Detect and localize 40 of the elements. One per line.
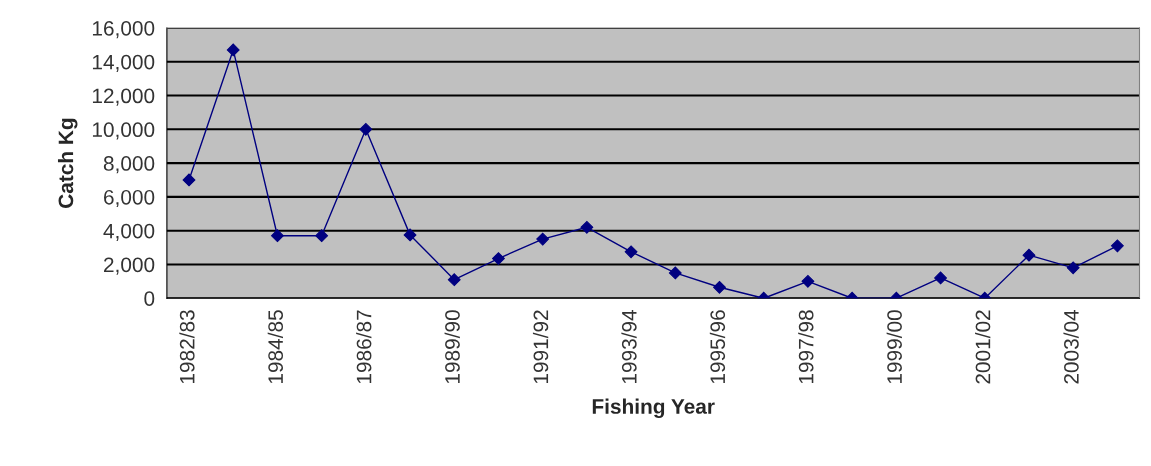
x-tick-label: 1991/92 [532,310,549,384]
point [1022,248,1036,262]
point [359,122,373,136]
x-tick-label: 1995/96 [709,310,726,384]
y-tick-label: 6,000 [104,189,155,208]
y-tick-label: 8,000 [103,156,155,174]
y-tick-label: 4,000 [103,223,155,241]
point [315,229,329,243]
point [536,232,550,246]
point [271,229,284,243]
point [934,271,947,285]
x-tick-label: 1997/98 [798,310,814,384]
point [447,273,461,287]
point [403,228,417,242]
point [668,266,682,280]
point [492,252,505,265]
x-tick-label: 2003/04 [1063,309,1079,384]
y-tick-label: 14,000 [92,54,155,72]
point [580,220,594,234]
y-tick-label: 16,000 [92,20,155,39]
x-tick-label: 1999/00 [886,310,902,384]
x-tick-label: 2001/02 [975,310,991,384]
point [1066,261,1080,275]
y-tick-label: 0 [144,291,155,306]
point [1110,239,1124,253]
y-axis-title: Catch Kg [57,118,78,208]
x-tick-label: 1989/90 [444,310,460,384]
y-tick-label: 10,000 [92,122,155,140]
x-tick-label: 1993/94 [621,309,637,384]
x-tick-label: 1986/87 [356,310,372,384]
point [624,245,638,259]
x-tick-label: 1982/83 [179,310,195,384]
point [713,280,726,294]
point [801,274,815,288]
y-tick-label: 12,000 [92,88,155,106]
point [182,173,196,187]
x-axis-title: Fishing Year [592,398,715,419]
point [226,43,240,57]
y-tick-label: 2,000 [104,257,155,275]
x-tick-label: 1984/85 [267,310,284,384]
